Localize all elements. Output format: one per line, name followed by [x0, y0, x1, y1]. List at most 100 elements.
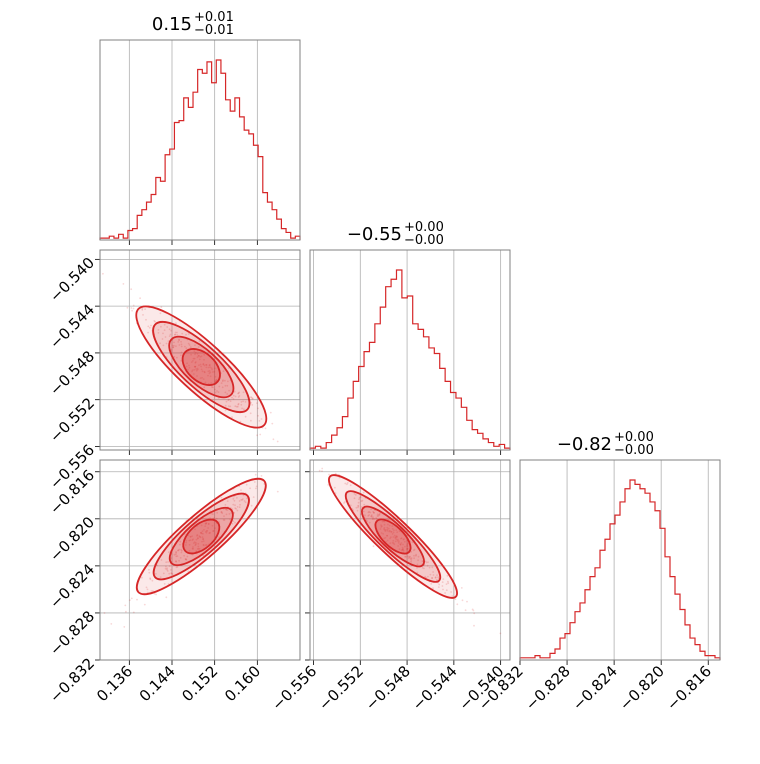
- scatter-point: [175, 555, 178, 558]
- scatter-point: [217, 391, 220, 393]
- scatter-point: [204, 530, 207, 533]
- scatter-point: [170, 557, 173, 560]
- scatter-point: [396, 531, 399, 534]
- scatter-point: [209, 375, 212, 378]
- scatter-point: [139, 297, 142, 300]
- scatter-point: [363, 503, 366, 506]
- scatter-point: [237, 402, 240, 405]
- scatter-point: [192, 357, 195, 360]
- scatter-point: [397, 538, 399, 541]
- scatter-point: [179, 540, 182, 543]
- scatter-point: [426, 564, 429, 567]
- scatter-point: [110, 623, 113, 625]
- scatter-point: [205, 522, 208, 525]
- scatter-point: [388, 529, 391, 532]
- scatter-point: [197, 547, 200, 550]
- scatter-point: [231, 396, 233, 399]
- scatter-point: [132, 304, 135, 307]
- scatter-point: [181, 332, 184, 335]
- scatter-point: [180, 343, 183, 346]
- scatter-point: [362, 510, 365, 513]
- scatter-point: [357, 504, 360, 507]
- scatter-point: [397, 545, 399, 547]
- scatter-point: [174, 333, 176, 336]
- scatter-point: [163, 323, 166, 326]
- scatter-point: [218, 385, 221, 388]
- scatter-point: [126, 306, 129, 309]
- scatter-point: [403, 538, 405, 540]
- scatter-point: [413, 554, 415, 557]
- scatter-point: [442, 578, 445, 580]
- scatter-point: [208, 370, 211, 372]
- scatter-point: [143, 603, 146, 606]
- scatter-point: [386, 534, 389, 537]
- scatter-point: [434, 577, 437, 579]
- scatter-point: [198, 354, 200, 357]
- scatter-point: [154, 320, 157, 323]
- scatter-point: [200, 531, 203, 534]
- scatter-point: [199, 536, 202, 539]
- scatter-point: [151, 579, 154, 582]
- scatter-point: [193, 365, 196, 368]
- scatter-point: [406, 545, 409, 548]
- scatter-point: [194, 365, 197, 368]
- scatter-point: [434, 576, 437, 579]
- scatter-point: [171, 573, 174, 575]
- scatter-point: [406, 544, 409, 547]
- scatter-point: [202, 544, 205, 546]
- scatter-point: [207, 522, 210, 525]
- scatter-point: [205, 364, 208, 366]
- scatter-point: [357, 501, 360, 504]
- scatter-point: [149, 578, 152, 581]
- scatter-point: [244, 401, 247, 403]
- scatter-point: [384, 536, 387, 539]
- scatter-point: [194, 361, 197, 363]
- scatter-point: [199, 532, 202, 534]
- scatter-point: [359, 496, 362, 498]
- scatter-point: [180, 548, 183, 551]
- scatter-point: [220, 496, 223, 499]
- scatter-point: [471, 608, 474, 611]
- scatter-point: [221, 512, 224, 515]
- scatter-point: [201, 376, 204, 379]
- scatter-point: [189, 535, 192, 538]
- scatter-point: [388, 530, 391, 533]
- scatter-point: [378, 513, 380, 516]
- scatter-point: [251, 397, 254, 400]
- scatter-point: [167, 561, 169, 563]
- scatter-point: [163, 583, 166, 585]
- scatter-point: [224, 409, 227, 412]
- scatter-point: [395, 535, 398, 537]
- scatter-point: [188, 543, 191, 546]
- scatter-point: [421, 560, 424, 563]
- scatter-point: [162, 572, 165, 575]
- scatter-point: [173, 344, 175, 347]
- scatter-point: [194, 544, 197, 547]
- scatter-point: [410, 560, 412, 563]
- scatter-point: [242, 494, 245, 497]
- scatter-point: [386, 529, 389, 532]
- scatter-point: [372, 545, 375, 548]
- scatter-point: [195, 538, 198, 541]
- scatter-point: [197, 545, 200, 548]
- x-tick-label: −0.816: [663, 662, 715, 714]
- scatter-point: [166, 326, 169, 328]
- scatter-point: [187, 570, 190, 573]
- scatter-point: [132, 307, 135, 310]
- scatter-point: [220, 382, 223, 384]
- scatter-point: [229, 400, 232, 403]
- scatter-point: [165, 342, 168, 345]
- scatter-point: [431, 577, 433, 580]
- scatter-point: [226, 500, 229, 502]
- scatter-point: [176, 334, 179, 336]
- scatter-point: [241, 407, 244, 410]
- scatter-point: [195, 369, 198, 372]
- scatter-point: [187, 368, 189, 371]
- panel-title-lower: −0.00: [404, 233, 444, 248]
- scatter-point: [131, 309, 134, 312]
- scatter-point: [276, 490, 279, 493]
- scatter-point: [376, 513, 379, 516]
- scatter-point: [386, 518, 389, 521]
- scatter-point: [145, 318, 147, 321]
- scatter-point: [403, 540, 406, 543]
